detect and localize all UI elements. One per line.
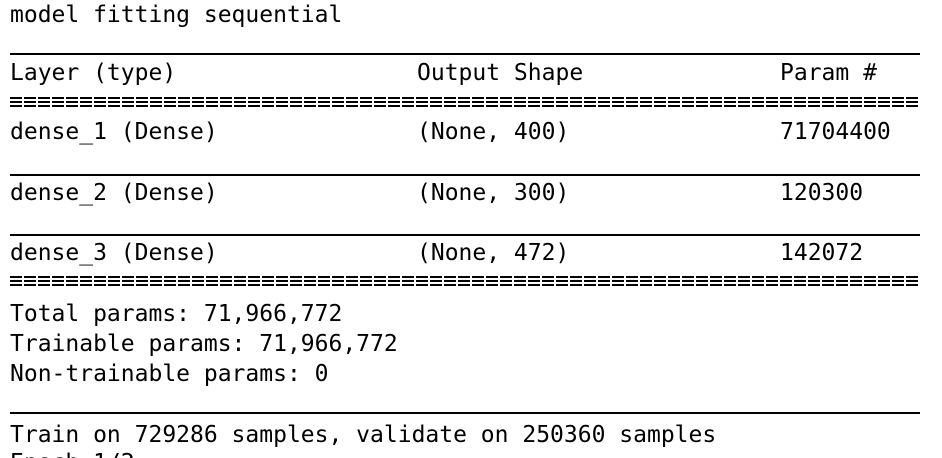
header-double-rule (10, 97, 920, 107)
non-trainable-params: Non-trainable params: 0 (10, 361, 329, 387)
row-1-layer: dense_1 (Dense) (10, 119, 218, 145)
row-3-output-shape: (None, 472) (417, 240, 570, 266)
row-2-param: 120300 (780, 180, 864, 206)
epoch-line: Epoch 1/2 (10, 448, 135, 458)
row-2-rule (10, 234, 920, 236)
header-param: Param # (780, 60, 877, 86)
top-rule (10, 53, 920, 55)
row-1-param: 71704400 (780, 119, 891, 145)
footer-double-rule (10, 276, 920, 286)
header-layer: Layer (type) (10, 60, 177, 86)
row-1-output-shape: (None, 400) (417, 119, 570, 145)
title-line: model fitting sequential (10, 2, 343, 28)
trainable-params: Trainable params: 71,966,772 (10, 331, 398, 357)
row-2-output-shape: (None, 300) (417, 180, 570, 206)
total-params: Total params: 71,966,772 (10, 301, 343, 327)
bottom-rule (10, 412, 920, 414)
train-samples-line: Train on 729286 samples, validate on 250… (10, 422, 717, 448)
row-3-param: 142072 (780, 240, 864, 266)
row-1-rule (10, 174, 920, 176)
row-3-layer: dense_3 (Dense) (10, 240, 218, 266)
header-output-shape: Output Shape (417, 60, 584, 86)
row-2-layer: dense_2 (Dense) (10, 180, 218, 206)
